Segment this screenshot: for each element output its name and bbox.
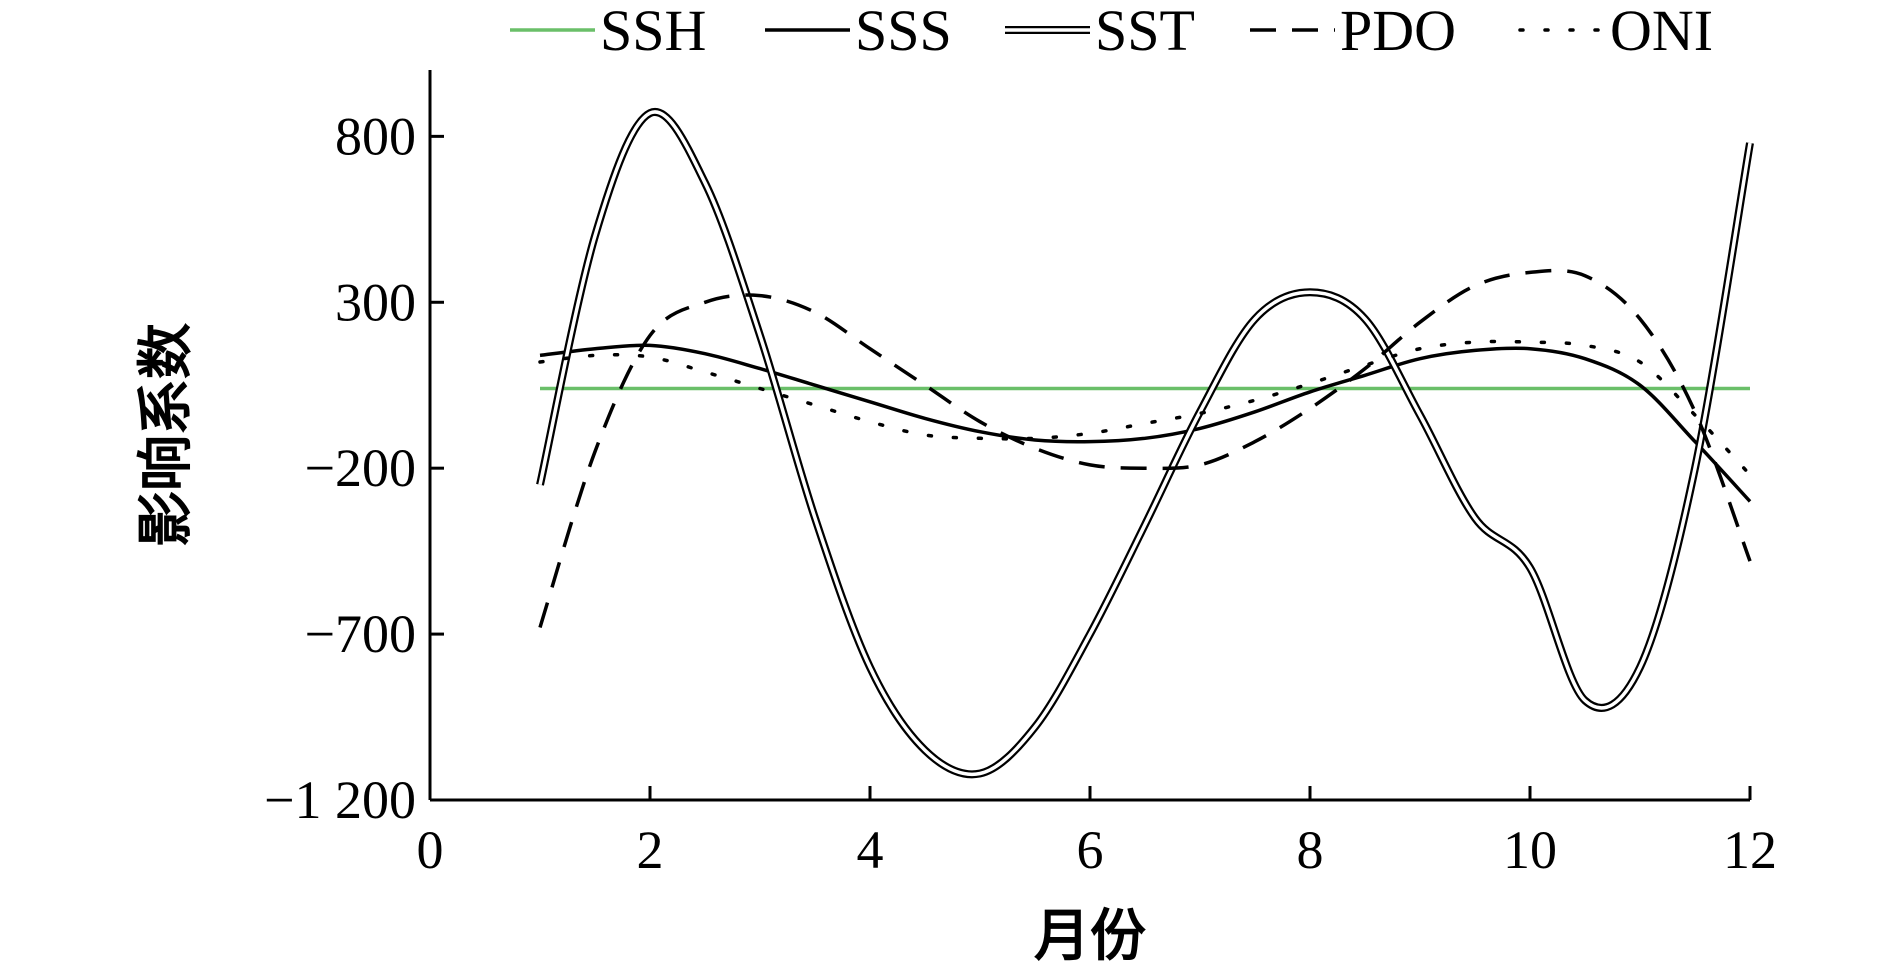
series-sst-line — [536, 107, 1754, 779]
y-tick-label: −700 — [305, 604, 416, 664]
legend-sss-label: SSS — [855, 0, 952, 63]
y-axis-title: 影响系数 — [134, 323, 199, 547]
legend-pdo: PDO — [1250, 0, 1456, 63]
legend-ssh: SSH — [510, 0, 706, 63]
series-oni-line — [538, 339, 1752, 477]
plot-area — [536, 107, 1754, 779]
legend-oni: ONI — [1518, 0, 1713, 63]
x-ticks: 0 2 4 6 8 10 12 — [417, 786, 1777, 880]
x-axis-title: 月份 — [1034, 904, 1146, 965]
x-tick-label: 4 — [857, 820, 884, 880]
legend: SSH SSS SST PDO ONI — [510, 0, 1713, 63]
legend-ssh-label: SSH — [600, 0, 706, 63]
series-sst-line-inner — [538, 110, 1752, 777]
y-ticks: −1 200 −700 −200 300 800 — [264, 106, 444, 830]
x-tick-label: 8 — [1297, 820, 1324, 880]
legend-sst: SST — [1005, 0, 1195, 63]
x-tick-label: 0 — [417, 820, 444, 880]
legend-oni-label: ONI — [1610, 0, 1713, 63]
y-tick-label: 300 — [335, 272, 416, 332]
x-tick-label: 12 — [1723, 820, 1777, 880]
series-pdo-line — [538, 268, 1752, 629]
series-sss-line — [539, 343, 1752, 503]
legend-sst-label: SST — [1095, 0, 1195, 63]
axes — [428, 70, 1750, 802]
y-tick-label: 800 — [335, 106, 416, 166]
x-tick-label: 10 — [1503, 820, 1557, 880]
y-tick-label: −1 200 — [264, 770, 416, 830]
x-tick-label: 2 — [637, 820, 664, 880]
legend-sss: SSS — [765, 0, 952, 63]
y-tick-label: −200 — [305, 438, 416, 498]
legend-pdo-label: PDO — [1340, 0, 1456, 63]
x-tick-label: 6 — [1077, 820, 1104, 880]
